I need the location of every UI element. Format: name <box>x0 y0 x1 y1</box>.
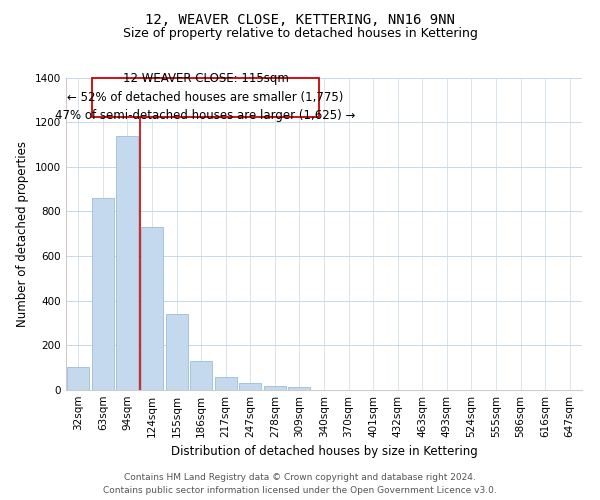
Bar <box>67 366 89 390</box>
Bar <box>264 386 286 390</box>
Bar <box>116 136 139 390</box>
Y-axis label: Number of detached properties: Number of detached properties <box>16 141 29 327</box>
Text: 12, WEAVER CLOSE, KETTERING, NN16 9NN: 12, WEAVER CLOSE, KETTERING, NN16 9NN <box>145 12 455 26</box>
Bar <box>289 388 310 390</box>
Text: Contains HM Land Registry data © Crown copyright and database right 2024.
Contai: Contains HM Land Registry data © Crown c… <box>103 474 497 495</box>
Bar <box>92 198 114 390</box>
Bar <box>239 384 262 390</box>
FancyBboxPatch shape <box>92 78 319 116</box>
Bar <box>215 376 237 390</box>
Bar <box>190 361 212 390</box>
Text: Size of property relative to detached houses in Kettering: Size of property relative to detached ho… <box>122 28 478 40</box>
Text: 12 WEAVER CLOSE: 115sqm
← 52% of detached houses are smaller (1,775)
47% of semi: 12 WEAVER CLOSE: 115sqm ← 52% of detache… <box>55 72 356 122</box>
X-axis label: Distribution of detached houses by size in Kettering: Distribution of detached houses by size … <box>170 446 478 458</box>
Bar <box>166 314 188 390</box>
Bar <box>141 227 163 390</box>
